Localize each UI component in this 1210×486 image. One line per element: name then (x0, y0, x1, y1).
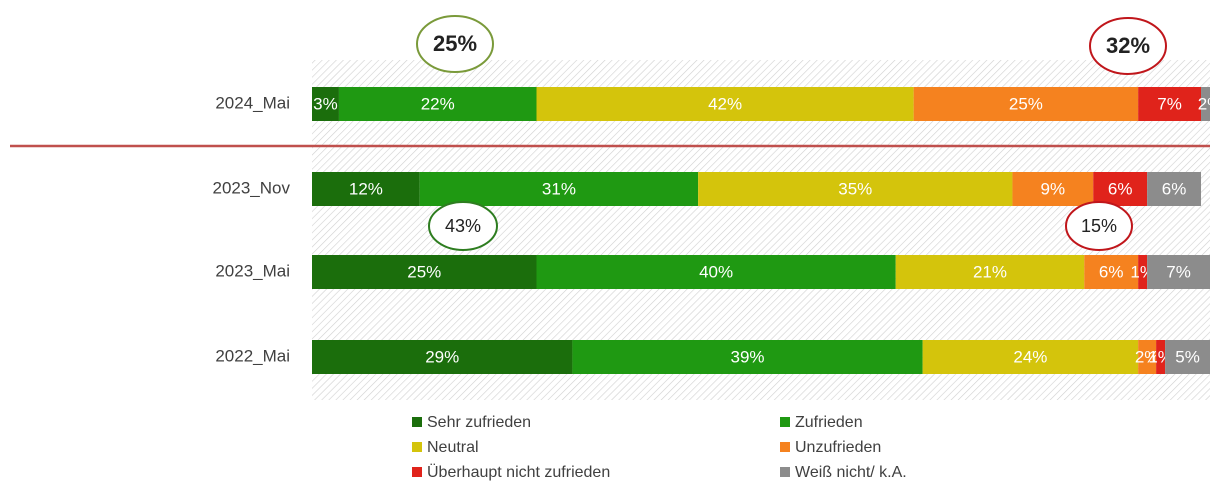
bar-segment (312, 87, 339, 121)
value-label: 29% (425, 347, 459, 366)
value-label: 6% (1108, 179, 1133, 198)
bar-segment (1147, 255, 1210, 289)
value-label: 25% (1009, 94, 1043, 113)
bar-segment (895, 255, 1085, 289)
legend-label: Zufrieden (795, 414, 863, 431)
bar-segment (913, 87, 1139, 121)
value-label: 40% (699, 262, 733, 281)
bar-segment (338, 87, 537, 121)
bar-segment (312, 340, 573, 374)
bar-segment (1138, 340, 1157, 374)
value-label: 12% (349, 179, 383, 198)
value-label: 35% (838, 179, 872, 198)
value-label: 42% (708, 94, 742, 113)
bar-segment (1084, 255, 1139, 289)
value-label: 2% (1198, 94, 1210, 113)
legend-swatch (412, 442, 422, 452)
legend-swatch (412, 467, 422, 477)
y-tick-label: 2023_Nov (212, 178, 290, 197)
value-label: 6% (1162, 179, 1187, 198)
bar-segment (312, 255, 537, 289)
value-label: 5% (1175, 347, 1200, 366)
annotation-text: 25% (433, 31, 477, 56)
value-label: 6% (1099, 262, 1124, 281)
value-label: 7% (1157, 94, 1182, 113)
annotation-text: 43% (445, 216, 481, 236)
bar-segment (1165, 340, 1210, 374)
legend-swatch (780, 467, 790, 477)
legend-label: Überhaupt nicht zufrieden (427, 463, 610, 481)
legend-label: Unzufrieden (795, 439, 881, 456)
annotation-circle (1065, 201, 1133, 251)
annotation-circle (1089, 17, 1167, 75)
value-label: 31% (542, 179, 576, 198)
value-label: 2% (1135, 347, 1160, 366)
legend-label: Weiß nicht/ k.A. (795, 464, 907, 481)
annotation-circle (416, 15, 494, 73)
bar-segment (536, 87, 914, 121)
legend-label: Sehr zufrieden (427, 414, 531, 431)
value-label: 39% (731, 347, 765, 366)
y-tick-label: 2024_Mai (215, 93, 290, 112)
legend-swatch (780, 442, 790, 452)
annotation-text: 32% (1106, 33, 1150, 58)
bar-segment (1147, 172, 1202, 206)
bar-segment (536, 255, 896, 289)
bar-segment (1093, 172, 1148, 206)
value-label: 9% (1041, 179, 1066, 198)
value-label: 25% (407, 262, 441, 281)
bar-segment (698, 172, 1013, 206)
value-label: 22% (421, 94, 455, 113)
annotation-circle (428, 201, 498, 251)
annotation-text: 15% (1081, 216, 1117, 236)
legend-swatch (412, 417, 422, 427)
bar-segment (1138, 87, 1202, 121)
bar-segment (1138, 255, 1148, 289)
value-label: 3% (313, 94, 338, 113)
legend-label: Neutral (427, 439, 479, 456)
bar-segment (1201, 87, 1210, 121)
bar-segment (1156, 340, 1166, 374)
y-tick-label: 2023_Mai (215, 261, 290, 280)
bar-segment (1012, 172, 1094, 206)
value-label: 24% (1013, 347, 1047, 366)
bar-segment (312, 172, 420, 206)
y-tick-label: 2022_Mai (215, 346, 290, 365)
legend-swatch (780, 417, 790, 427)
bar-segment (419, 172, 699, 206)
value-label: 21% (973, 262, 1007, 281)
value-label: 7% (1166, 262, 1191, 281)
bar-segment (572, 340, 923, 374)
bar-segment (922, 340, 1139, 374)
